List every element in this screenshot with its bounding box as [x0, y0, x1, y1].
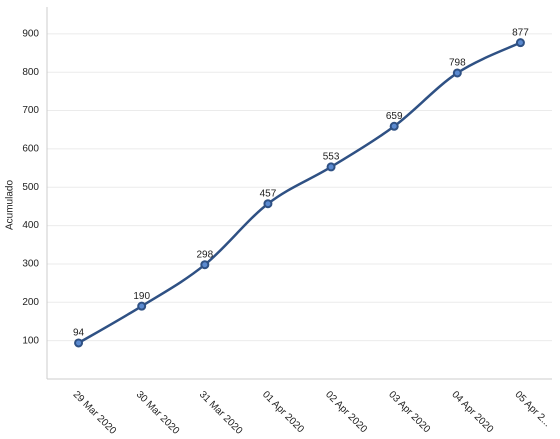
x-tick-label: 03 Apr 2020 [386, 389, 432, 435]
series-line [77, 41, 521, 345]
data-label: 877 [512, 27, 529, 38]
y-tick-label: 300 [22, 259, 39, 270]
data-point [74, 338, 84, 348]
x-tick-label: 04 Apr 2020 [449, 389, 495, 435]
data-point [200, 260, 210, 270]
data-label: 190 [133, 291, 150, 302]
x-tick-label: 29 Mar 2020 [71, 389, 119, 437]
data-label: 94 [73, 328, 85, 339]
y-tick-label: 200 [22, 297, 39, 308]
x-tick-label: 05 Apr 2... [512, 389, 552, 429]
data-label: 659 [386, 111, 403, 122]
y-tick-label: 900 [22, 28, 39, 39]
x-tick-label: 01 Apr 2020 [260, 389, 306, 435]
data-label: 798 [449, 58, 466, 69]
data-point [515, 38, 525, 48]
data-point [389, 121, 399, 131]
y-tick-label: 600 [22, 144, 39, 155]
y-tick-label: 100 [22, 335, 39, 346]
y-tick-label: 500 [22, 182, 39, 193]
data-point [452, 68, 462, 78]
data-point [263, 199, 273, 209]
x-tick-label: 02 Apr 2020 [323, 389, 369, 435]
x-tick-label: 31 Mar 2020 [197, 389, 245, 437]
data-label: 553 [323, 152, 340, 163]
x-tick-label: 30 Mar 2020 [134, 389, 182, 437]
y-tick-label: 800 [22, 67, 39, 78]
data-point [326, 162, 336, 172]
y-axis-label: Acumulado [5, 180, 16, 230]
data-label: 298 [196, 249, 213, 260]
data-point [137, 301, 147, 311]
data-label: 457 [260, 188, 277, 199]
y-tick-label: 700 [22, 105, 39, 116]
y-tick-label: 400 [22, 220, 39, 231]
